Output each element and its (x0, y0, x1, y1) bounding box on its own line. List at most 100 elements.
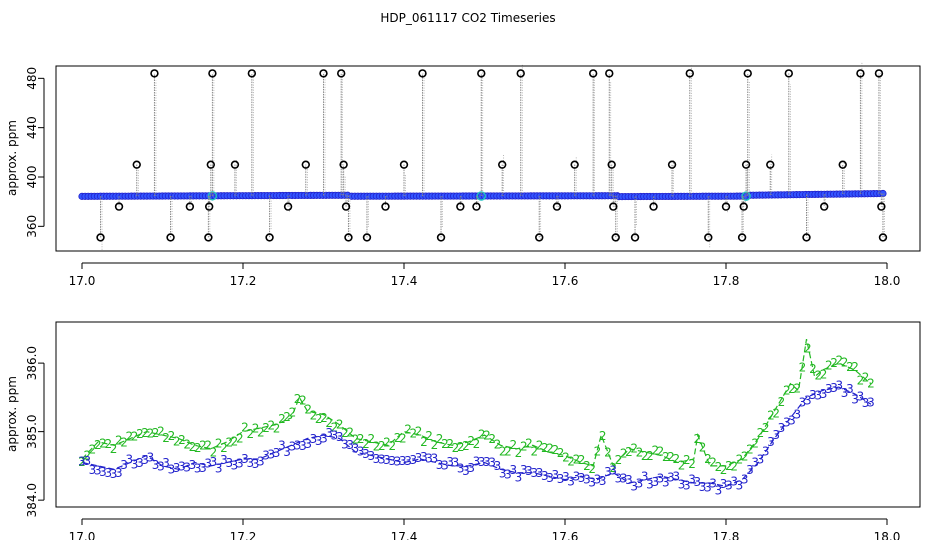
series-2-marker: 2 (294, 392, 302, 406)
series-2-marker: 2 (94, 438, 102, 452)
series-2-marker: 2 (678, 459, 686, 473)
series-2-line (81, 338, 872, 468)
outlier-point (436, 233, 446, 242)
outlier-point (856, 69, 865, 78)
series-3-marker: 3 (678, 478, 686, 492)
outlier-point (737, 233, 747, 242)
series-2-marker: 2 (310, 409, 318, 423)
series-2-marker: 2 (436, 432, 444, 446)
series-2-marker: 2 (362, 437, 370, 451)
outlier-point (247, 69, 257, 78)
outlier-point (339, 160, 348, 169)
outlier-point (381, 202, 390, 211)
outlier-point (301, 160, 310, 169)
series-3-marker: 3 (246, 456, 254, 470)
outlier-point (498, 160, 507, 169)
series-3-marker: 3 (720, 477, 728, 491)
series-2-marker: 2 (104, 437, 112, 451)
series-2-marker: 2 (741, 450, 749, 464)
outlier-point (208, 69, 217, 78)
outlier-point (741, 160, 751, 169)
series-3-marker: 3 (446, 455, 454, 469)
series-2-marker: 2 (688, 457, 696, 471)
top-panel-y-tick-label: 360 (25, 215, 39, 238)
series-2-marker: 2 (809, 362, 817, 376)
top-panel-frame (55, 65, 921, 252)
series-2-marker: 2 (478, 428, 486, 442)
outlier-point (820, 202, 829, 211)
series-2-marker: 2 (89, 443, 97, 457)
series-3-marker: 3 (473, 455, 481, 469)
top-panel-x-tick-label: 17.6 (552, 274, 579, 288)
series-2-marker: 2 (683, 453, 691, 467)
series-3-marker: 3 (736, 478, 744, 492)
top-panel-x-tick-label: 18.0 (874, 274, 901, 288)
series-3-marker: 3 (651, 475, 659, 489)
series-2-marker: 2 (504, 445, 512, 459)
series-2-marker: 2 (820, 368, 828, 382)
bottom-panel-y-label: approx. ppm (5, 376, 19, 452)
series-2-marker: 2 (352, 432, 360, 446)
outlier-point (611, 233, 620, 242)
series-2-marker: 2 (772, 406, 780, 420)
series-3-marker: 3 (341, 438, 349, 452)
series-3-marker: 3 (704, 481, 712, 495)
series-3-marker: 3 (104, 466, 112, 480)
series-3-marker: 3 (573, 469, 581, 483)
outlier-point (874, 69, 884, 78)
series-3-marker: 3 (478, 455, 486, 469)
outlier-point (743, 69, 752, 78)
series-3-marker: 3 (115, 466, 123, 480)
series-2-marker: 2 (541, 441, 549, 455)
series-3-marker: 3 (194, 461, 202, 475)
series-2-marker: 2 (325, 416, 333, 430)
series-2-marker: 2 (152, 426, 160, 440)
outlier-point (784, 69, 793, 78)
bottom-panel-x-axis: 17.0 17.2 17.4 17.6 17.8 18.0 (69, 518, 900, 540)
series-2-marker: 2 (415, 425, 423, 439)
outlier-point (362, 233, 372, 242)
bottom-panel-y-tick-label: 386.0 (25, 346, 39, 380)
series-2-marker: 2 (199, 438, 207, 452)
series-2-marker: 2 (783, 384, 791, 398)
series-3-marker: 3 (741, 473, 749, 487)
series-3-marker: 3 (799, 395, 807, 409)
series-3-marker: 3 (404, 454, 412, 468)
series-3-marker: 3 (299, 439, 307, 453)
series-3-marker: 3 (841, 386, 849, 400)
outlier-point (605, 69, 614, 78)
top-panel-x-tick-label: 17.0 (69, 274, 96, 288)
series-2-marker: 2 (136, 427, 144, 441)
series-2-marker: 2 (715, 460, 723, 474)
series-2-marker: 2 (252, 422, 260, 436)
series-2-marker: 2 (793, 381, 801, 395)
series-2-marker: 2 (131, 429, 139, 443)
series-3-marker: 3 (557, 472, 565, 486)
series-2-marker: 2 (367, 432, 375, 446)
series-2-marker: 2 (736, 453, 744, 467)
series-2-marker: 2 (189, 440, 197, 454)
series-2-marker: 2 (346, 426, 354, 440)
top-panel: 17.0 17.2 17.4 17.6 17.8 18.0 360 400 440 480 ap… (5, 62, 921, 288)
series-2-marker: 2 (331, 420, 339, 434)
outlier-point (878, 233, 888, 242)
outlier-point (838, 160, 847, 169)
series-2-marker: 2 (283, 410, 291, 424)
series-2-marker: 2 (462, 439, 470, 453)
series-2-marker: 2 (573, 452, 581, 466)
series-3-marker: 3 (772, 428, 780, 442)
series-3-marker: 3 (204, 456, 212, 470)
outlier-point (185, 202, 195, 211)
series-2-marker: 2 (404, 423, 412, 437)
series-2-marker: 2 (246, 427, 254, 441)
outlier-point (649, 202, 658, 211)
series-3-marker: 3 (499, 467, 507, 481)
series-3-marker: 3 (278, 439, 286, 453)
series-3-marker: 3 (210, 455, 218, 469)
series-3-marker: 3 (725, 478, 733, 492)
series-2-marker: 2 (231, 434, 239, 448)
series-3-marker: 3 (310, 432, 318, 446)
series-2-marker: 2 (857, 373, 865, 387)
series-3-marker: 3 (851, 392, 859, 406)
series-2-marker: 2 (625, 445, 633, 459)
